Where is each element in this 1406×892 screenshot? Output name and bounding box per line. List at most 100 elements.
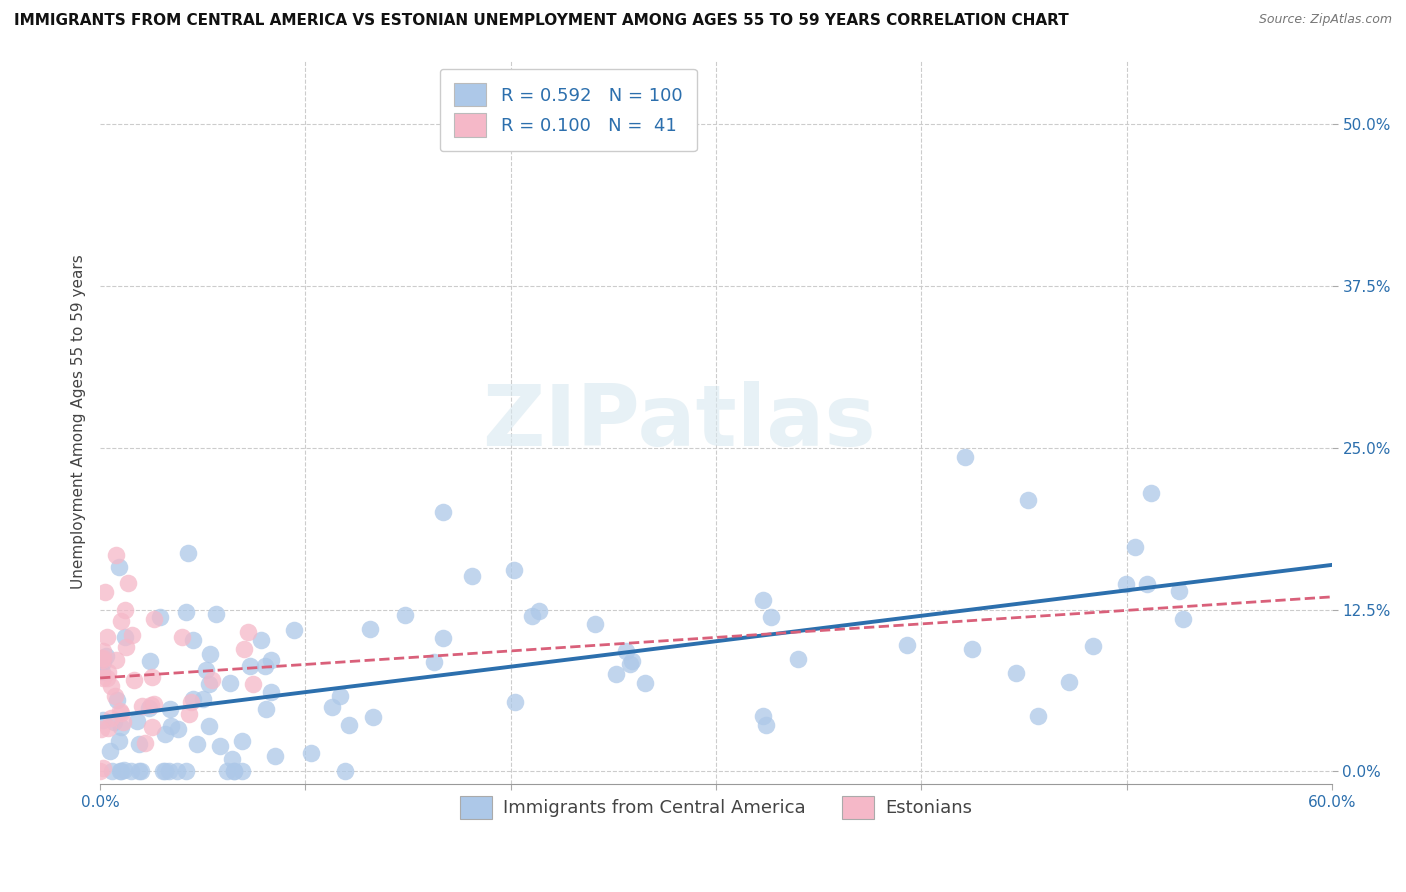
Point	[149, 610, 172, 624]
Point	[105, 548, 128, 562]
Point	[254, 659, 277, 673]
Point	[167, 722, 190, 736]
Point	[215, 764, 238, 779]
Point	[141, 720, 163, 734]
Point	[114, 630, 136, 644]
Point	[96, 671, 118, 685]
Point	[1004, 666, 1026, 681]
Point	[960, 641, 983, 656]
Point	[432, 505, 454, 519]
Point	[299, 746, 322, 760]
Point	[153, 727, 176, 741]
Point	[170, 630, 193, 644]
Point	[1057, 674, 1080, 689]
Point	[128, 737, 150, 751]
Point	[242, 677, 264, 691]
Point	[605, 667, 627, 681]
Point	[131, 699, 153, 714]
Point	[896, 638, 918, 652]
Point	[152, 764, 174, 779]
Point	[394, 607, 416, 622]
Point	[96, 630, 118, 644]
Point	[1017, 492, 1039, 507]
Point	[236, 625, 259, 640]
Point	[91, 665, 114, 680]
Point	[112, 763, 135, 777]
Point	[117, 576, 139, 591]
Point	[181, 632, 204, 647]
Point	[114, 603, 136, 617]
Point	[105, 693, 128, 707]
Point	[233, 642, 256, 657]
Point	[1171, 612, 1194, 626]
Point	[114, 640, 136, 654]
Point	[231, 734, 253, 748]
Text: IMMIGRANTS FROM CENTRAL AMERICA VS ESTONIAN UNEMPLOYMENT AMONG AGES 55 TO 59 YEA: IMMIGRANTS FROM CENTRAL AMERICA VS ESTON…	[14, 13, 1069, 29]
Point	[224, 764, 246, 779]
Point	[166, 764, 188, 779]
Point	[142, 612, 165, 626]
Point	[1168, 583, 1191, 598]
Point	[619, 657, 641, 671]
Point	[194, 663, 217, 677]
Point	[100, 764, 122, 779]
Point	[583, 616, 606, 631]
Point	[129, 764, 152, 779]
Point	[90, 723, 112, 737]
Point	[201, 673, 224, 687]
Point	[125, 714, 148, 728]
Point	[90, 650, 112, 665]
Point	[181, 691, 204, 706]
Point	[110, 764, 132, 779]
Point	[138, 701, 160, 715]
Point	[97, 665, 120, 679]
Point	[634, 675, 657, 690]
Point	[752, 709, 775, 723]
Point	[254, 701, 277, 715]
Text: Source: ZipAtlas.com: Source: ZipAtlas.com	[1258, 13, 1392, 27]
Point	[104, 689, 127, 703]
Point	[180, 694, 202, 708]
Y-axis label: Unemployment Among Ages 55 to 59 years: Unemployment Among Ages 55 to 59 years	[72, 254, 86, 590]
Point	[186, 737, 208, 751]
Point	[128, 764, 150, 779]
Point	[110, 706, 132, 720]
Point	[360, 622, 382, 636]
Point	[90, 652, 112, 666]
Point	[198, 719, 221, 733]
Point	[527, 604, 550, 618]
Point	[329, 689, 352, 703]
Point	[100, 744, 122, 758]
Point	[121, 628, 143, 642]
Point	[787, 652, 810, 666]
Point	[1140, 486, 1163, 500]
Point	[100, 679, 122, 693]
Point	[503, 695, 526, 709]
Point	[124, 673, 146, 687]
Point	[110, 764, 132, 779]
Point	[1026, 708, 1049, 723]
Point	[1081, 639, 1104, 653]
Point	[520, 609, 543, 624]
Point	[111, 714, 134, 729]
Legend: Immigrants from Central America, Estonians: Immigrants from Central America, Estonia…	[453, 789, 980, 826]
Point	[94, 585, 117, 599]
Point	[752, 592, 775, 607]
Point	[108, 733, 131, 747]
Point	[143, 697, 166, 711]
Point	[755, 718, 778, 732]
Point	[1123, 540, 1146, 554]
Point	[759, 610, 782, 624]
Point	[239, 659, 262, 673]
Point	[108, 704, 131, 718]
Point	[160, 719, 183, 733]
Point	[432, 631, 454, 645]
Point	[259, 653, 281, 667]
Point	[219, 676, 242, 690]
Point	[208, 739, 231, 753]
Point	[955, 450, 977, 464]
Point	[91, 714, 114, 728]
Point	[174, 764, 197, 779]
Text: ZIPatlas: ZIPatlas	[482, 381, 876, 464]
Point	[205, 607, 228, 621]
